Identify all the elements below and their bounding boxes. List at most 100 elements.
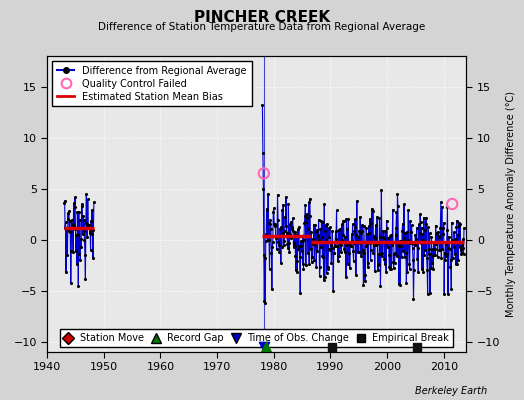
Point (328, 344, 336, 350)
Point (290, 240, 298, 246)
Point (317, 218, 325, 224)
Point (434, 233, 443, 239)
Point (341, 242, 350, 248)
Point (421, 226, 429, 233)
Point (460, 250, 468, 257)
Point (372, 242, 380, 248)
Point (301, 213, 309, 219)
Point (380, 256, 388, 262)
Point (264, 237, 272, 243)
Point (261, 238, 270, 244)
Point (350, 240, 358, 246)
Point (81, 252, 89, 258)
Point (401, 238, 409, 244)
Point (419, 236, 427, 243)
Point (389, 259, 397, 265)
Point (300, 220, 309, 226)
Point (321, 274, 329, 280)
Point (72, 232, 81, 238)
Point (447, 286, 455, 292)
Point (427, 264, 435, 271)
Point (395, 241, 403, 247)
Point (445, 246, 454, 252)
Point (267, 250, 276, 256)
Point (66, 218, 74, 224)
Point (383, 225, 391, 231)
Point (61, 225, 69, 231)
Point (432, 230, 441, 236)
Point (451, 236, 460, 242)
Point (283, 241, 292, 247)
Point (440, 290, 449, 297)
Point (89, 254, 97, 261)
Point (453, 261, 462, 267)
Point (311, 242, 319, 248)
Point (274, 192, 282, 198)
Point (454, 257, 463, 264)
Point (326, 247, 335, 254)
Point (266, 216, 275, 223)
Point (460, 225, 468, 232)
Point (345, 250, 353, 256)
Point (60, 198, 69, 204)
Point (89, 227, 97, 233)
Point (332, 236, 340, 242)
Point (75, 217, 84, 224)
Point (393, 253, 401, 259)
Point (414, 269, 422, 275)
Point (331, 228, 340, 234)
Point (355, 239, 364, 246)
Point (302, 262, 310, 268)
Point (377, 186, 386, 193)
Point (321, 227, 330, 234)
Point (394, 243, 402, 249)
Point (368, 205, 376, 212)
Point (308, 254, 316, 260)
Point (410, 240, 419, 247)
Point (285, 248, 293, 255)
Point (345, 265, 354, 271)
Point (448, 237, 456, 244)
Point (363, 230, 372, 237)
Point (298, 238, 306, 244)
Point (88, 231, 96, 237)
Point (397, 238, 405, 244)
Point (431, 246, 439, 252)
Point (343, 239, 351, 245)
Point (405, 261, 413, 267)
Point (268, 286, 276, 292)
Point (71, 194, 79, 201)
Point (379, 234, 387, 240)
Point (325, 234, 334, 240)
Point (442, 251, 451, 257)
Point (324, 264, 332, 270)
Point (409, 296, 418, 302)
Point (278, 207, 287, 213)
Point (429, 246, 437, 252)
Point (62, 269, 70, 276)
Point (414, 221, 423, 228)
Point (452, 261, 460, 267)
Point (383, 218, 391, 224)
Point (391, 231, 400, 238)
Point (263, 205, 271, 212)
Point (419, 269, 428, 275)
Point (309, 241, 318, 247)
Point (376, 233, 384, 240)
Point (369, 208, 377, 215)
Point (359, 247, 367, 253)
Point (310, 222, 318, 228)
Point (259, 150, 267, 156)
Point (320, 277, 328, 283)
Y-axis label: Monthly Temperature Anomaly Difference (°C): Monthly Temperature Anomaly Difference (… (506, 91, 516, 317)
Point (430, 252, 439, 258)
Point (276, 226, 285, 232)
Point (333, 243, 342, 250)
Point (292, 267, 300, 273)
Point (413, 255, 421, 262)
Point (432, 241, 440, 248)
Point (261, 344, 270, 350)
Point (320, 201, 329, 208)
Point (433, 230, 441, 237)
Point (304, 225, 312, 232)
